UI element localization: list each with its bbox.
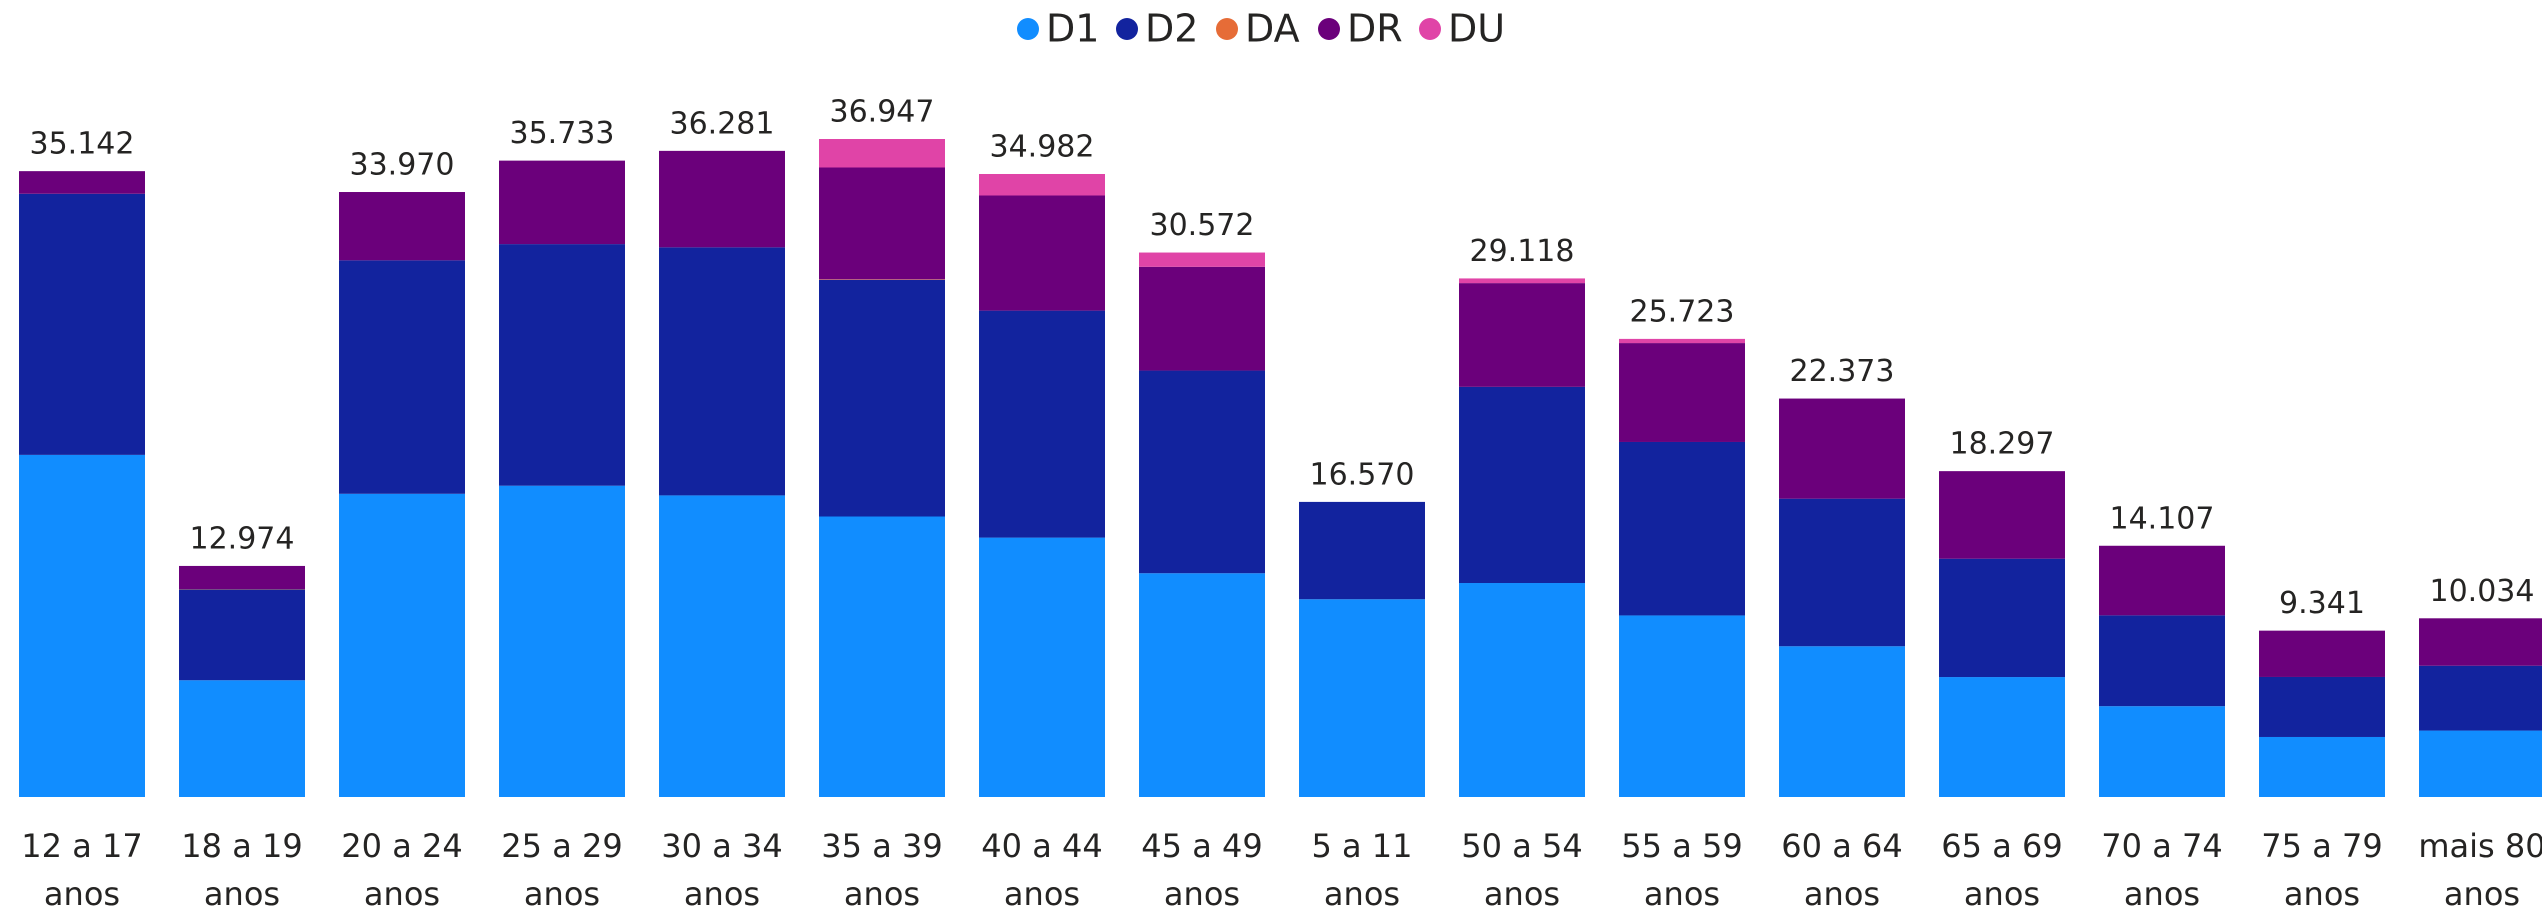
bar-segment (2259, 676, 2385, 737)
legend-marker (1017, 18, 1039, 40)
bar-segment (19, 454, 145, 797)
bar-segment (1139, 266, 1265, 371)
total-label: 12.974 (190, 521, 295, 556)
bar-segment (819, 139, 945, 168)
total-label: 34.982 (990, 129, 1095, 164)
x-tick-label: 20 a 24 anos (341, 827, 463, 913)
bar-segment (819, 167, 945, 280)
x-tick-label: mais 80 anos (2418, 827, 2542, 913)
x-tick-label: 55 a 59 anos (1621, 827, 1743, 913)
bar-segment (1139, 252, 1265, 267)
x-tick-label: 18 a 19 anos (181, 827, 303, 913)
bar-segment (979, 173, 1105, 196)
bar-segment (499, 160, 625, 245)
total-label: 25.723 (1630, 294, 1735, 329)
bar-segment (339, 260, 465, 494)
bar-segment (499, 244, 625, 486)
bar-segment (1139, 573, 1265, 797)
bar-segment (1459, 283, 1585, 387)
total-label: 30.572 (1150, 208, 1255, 243)
bar-segment (1139, 370, 1265, 574)
x-tick-label: 60 a 64 anos (1781, 827, 1903, 913)
total-label: 36.947 (830, 95, 935, 130)
legend-label: DU (1448, 7, 1505, 51)
bar-segment (1779, 498, 1905, 647)
x-tick-label: 35 a 39 anos (821, 827, 943, 913)
legend-marker (1419, 18, 1441, 40)
total-label: 10.034 (2430, 574, 2535, 609)
total-label: 33.970 (350, 148, 455, 183)
bar-segment (2419, 730, 2542, 797)
x-tick-label: 12 a 17 anos (21, 827, 143, 913)
total-label: 14.107 (2110, 501, 2215, 536)
total-label: 36.281 (670, 106, 775, 141)
legend-label: DA (1245, 7, 1300, 51)
bar-segment (1779, 646, 1905, 797)
bar-segment (659, 495, 785, 797)
bar-segment (339, 192, 465, 261)
legend-label: D2 (1145, 7, 1198, 51)
x-tick-label: 75 a 79 anos (2261, 827, 2383, 913)
bar-segment (1939, 558, 2065, 678)
legend-label: D1 (1046, 7, 1099, 51)
bar-segment (659, 150, 785, 248)
x-tick-label: 65 a 69 anos (1941, 827, 2063, 913)
legend-label: DR (1347, 7, 1403, 51)
bar-segment (1619, 441, 1745, 616)
bar-segment (979, 310, 1105, 538)
total-label: 35.733 (510, 116, 615, 151)
bar-segment (1459, 583, 1585, 797)
bar-segment (2419, 618, 2542, 666)
total-label: 29.118 (1470, 234, 1575, 269)
x-tick-label: 30 a 34 anos (661, 827, 783, 913)
bar-segment (2099, 545, 2225, 616)
total-label: 22.373 (1790, 354, 1895, 389)
x-tick-label: 70 a 74 anos (2101, 827, 2223, 913)
x-tick-label: 50 a 54 anos (1461, 827, 1583, 913)
bar-segment (1939, 677, 2065, 797)
bar-segment (2259, 630, 2385, 677)
x-tick-label: 25 a 29 anos (501, 827, 623, 913)
bar-segment (1459, 278, 1585, 284)
bar-segment (819, 279, 945, 517)
bar-segment (1619, 338, 1745, 344)
bar-segment (179, 565, 305, 590)
total-label: 9.341 (2279, 586, 2365, 621)
bar-segment (1939, 471, 2065, 559)
bar-segment (2259, 736, 2385, 797)
bar-segment (1459, 386, 1585, 584)
bar-segment (499, 485, 625, 797)
bar-segment (2419, 665, 2542, 731)
x-tick-label: 40 a 44 anos (981, 827, 1103, 913)
bar-segment (1619, 343, 1745, 442)
bar-segment (19, 171, 145, 194)
total-label: 16.570 (1310, 457, 1415, 492)
total-label: 35.142 (30, 127, 135, 162)
bar-segment (979, 537, 1105, 797)
bar-segment (659, 247, 785, 496)
legend-marker (1216, 18, 1238, 40)
bar-segment (179, 680, 305, 797)
bar-segment (1299, 599, 1425, 797)
bar-segment (2099, 706, 2225, 797)
x-tick-label: 5 a 11 anos (1311, 827, 1413, 913)
legend-marker (1318, 18, 1340, 40)
bar-segment (179, 589, 305, 681)
x-tick-label: 45 a 49 anos (1141, 827, 1263, 913)
total-label: 18.297 (1950, 427, 2055, 462)
bar-segment (979, 195, 1105, 311)
bar-segment (19, 193, 145, 455)
bar-segment (339, 493, 465, 797)
bar-segment (1299, 501, 1425, 600)
bar-segment (2099, 615, 2225, 707)
bar-segment (1619, 615, 1745, 797)
bar-segment (819, 516, 945, 797)
legend-marker (1116, 18, 1138, 40)
bar-segment (1779, 398, 1905, 499)
